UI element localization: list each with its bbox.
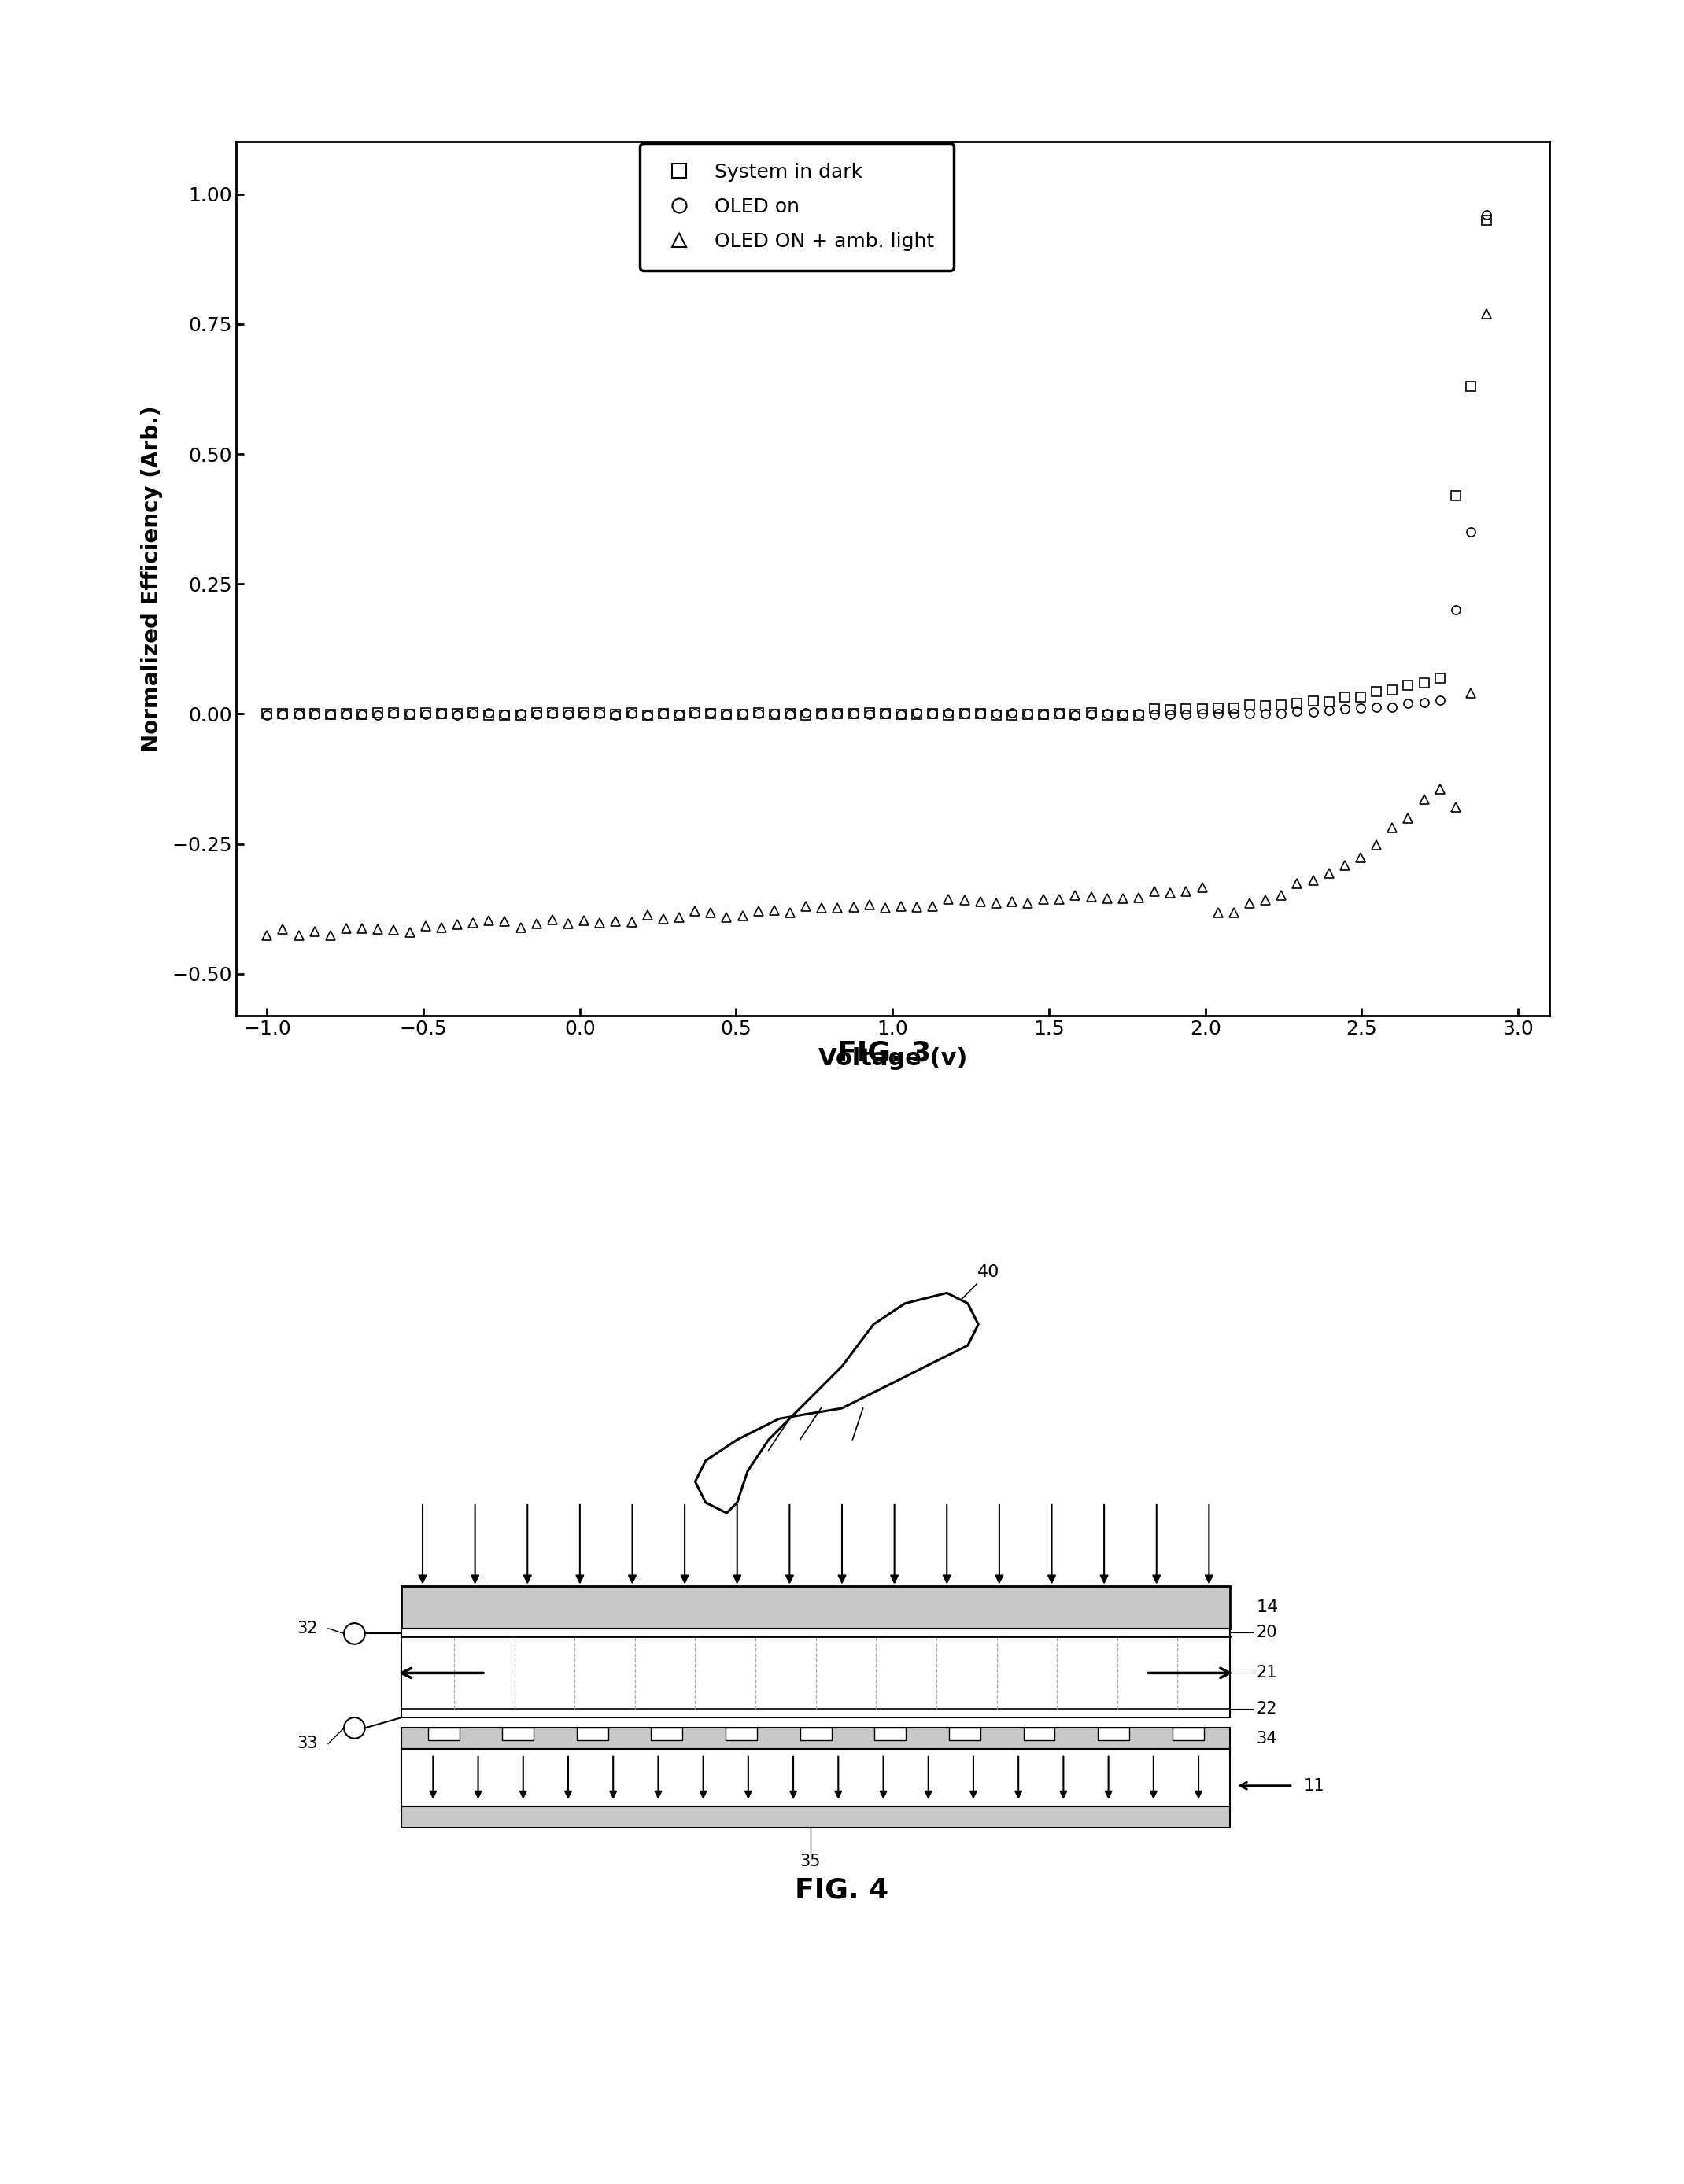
Text: 40: 40 — [978, 1265, 1000, 1280]
Line: System in dark: System in dark — [263, 675, 1445, 721]
Polygon shape — [695, 1293, 978, 1514]
Bar — [401, 1749, 1229, 1806]
OLED ON + amb. light — [1239, 889, 1260, 915]
Bar — [401, 1728, 1229, 1749]
System in dark — [1239, 692, 1260, 719]
System in dark — [1207, 695, 1228, 721]
OLED on — [1207, 701, 1228, 727]
Text: 35: 35 — [800, 1854, 822, 1870]
OLED on — [1192, 701, 1212, 727]
Bar — [652, 1728, 682, 1741]
Bar — [576, 1728, 608, 1741]
Bar — [401, 1586, 1229, 1629]
Y-axis label: Normalized Efficiency (Arb.): Normalized Efficiency (Arb.) — [141, 406, 163, 751]
OLED on — [1239, 701, 1260, 727]
OLED ON + amb. light — [258, 922, 278, 948]
X-axis label: Voltage (v): Voltage (v) — [818, 1046, 967, 1070]
OLED ON + amb. light — [1160, 880, 1180, 906]
Text: 32: 32 — [296, 1621, 318, 1636]
Text: 21: 21 — [1256, 1664, 1276, 1682]
Bar — [1172, 1728, 1204, 1741]
Bar — [1098, 1728, 1130, 1741]
Line: OLED on: OLED on — [263, 695, 1445, 719]
Text: FIG. 4: FIG. 4 — [795, 1876, 889, 1904]
Text: 11: 11 — [1303, 1778, 1324, 1793]
System in dark — [258, 701, 278, 727]
System in dark — [1160, 697, 1180, 723]
System in dark — [1319, 688, 1339, 714]
OLED ON + amb. light — [1430, 775, 1450, 802]
Text: FIG. 3: FIG. 3 — [837, 1040, 931, 1066]
Text: 20: 20 — [1256, 1625, 1276, 1640]
Line: OLED ON + amb. light: OLED ON + amb. light — [263, 784, 1445, 939]
Bar — [428, 1728, 460, 1741]
OLED ON + amb. light — [320, 922, 340, 948]
Bar — [401, 1806, 1229, 1828]
Bar — [1024, 1728, 1054, 1741]
OLED ON + amb. light — [1192, 874, 1212, 900]
Text: 34: 34 — [1256, 1730, 1276, 1747]
OLED on — [1160, 701, 1180, 727]
Text: 22: 22 — [1256, 1701, 1276, 1717]
OLED on — [352, 701, 372, 727]
System in dark — [797, 703, 817, 729]
OLED on — [258, 701, 278, 727]
OLED ON + amb. light — [1207, 900, 1228, 926]
Bar — [950, 1728, 980, 1741]
Bar — [401, 1629, 1229, 1717]
OLED ON + amb. light — [367, 917, 387, 943]
Bar — [726, 1728, 758, 1741]
OLED ON + amb. light — [1319, 860, 1339, 887]
Legend: System in dark, OLED on, OLED ON + amb. light: System in dark, OLED on, OLED ON + amb. … — [640, 144, 953, 271]
System in dark — [1430, 666, 1450, 692]
Text: 14: 14 — [1256, 1599, 1278, 1616]
System in dark — [352, 701, 372, 727]
OLED on — [1430, 686, 1450, 712]
OLED on — [637, 701, 657, 727]
Bar — [502, 1728, 534, 1741]
System in dark — [1192, 695, 1212, 721]
Bar — [800, 1728, 832, 1741]
OLED on — [1319, 697, 1339, 723]
Bar — [874, 1728, 906, 1741]
Text: 33: 33 — [296, 1736, 318, 1752]
